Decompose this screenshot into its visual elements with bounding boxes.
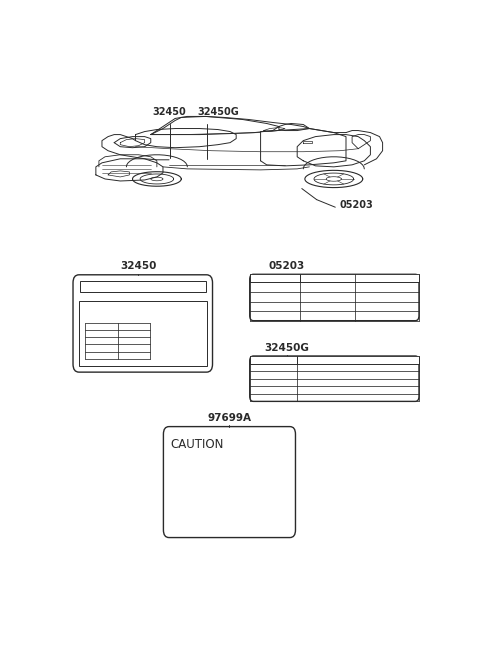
Bar	[250, 274, 300, 282]
Text: 32450G: 32450G	[197, 107, 239, 117]
Bar	[79, 106, 421, 220]
Text: 32450G: 32450G	[264, 343, 309, 353]
Bar	[80, 281, 206, 292]
FancyBboxPatch shape	[163, 426, 296, 538]
Text: 97699A: 97699A	[207, 413, 251, 422]
Bar	[297, 356, 419, 364]
Text: 05203: 05203	[339, 200, 373, 210]
Bar	[79, 301, 207, 366]
Bar	[250, 356, 297, 364]
Text: 32450: 32450	[120, 261, 156, 271]
FancyBboxPatch shape	[73, 275, 213, 372]
Text: 32450: 32450	[153, 107, 187, 117]
Text: CAUTION: CAUTION	[171, 438, 224, 451]
FancyBboxPatch shape	[250, 274, 419, 321]
FancyBboxPatch shape	[250, 356, 419, 402]
Bar	[300, 274, 419, 282]
Text: 05203: 05203	[269, 261, 305, 271]
